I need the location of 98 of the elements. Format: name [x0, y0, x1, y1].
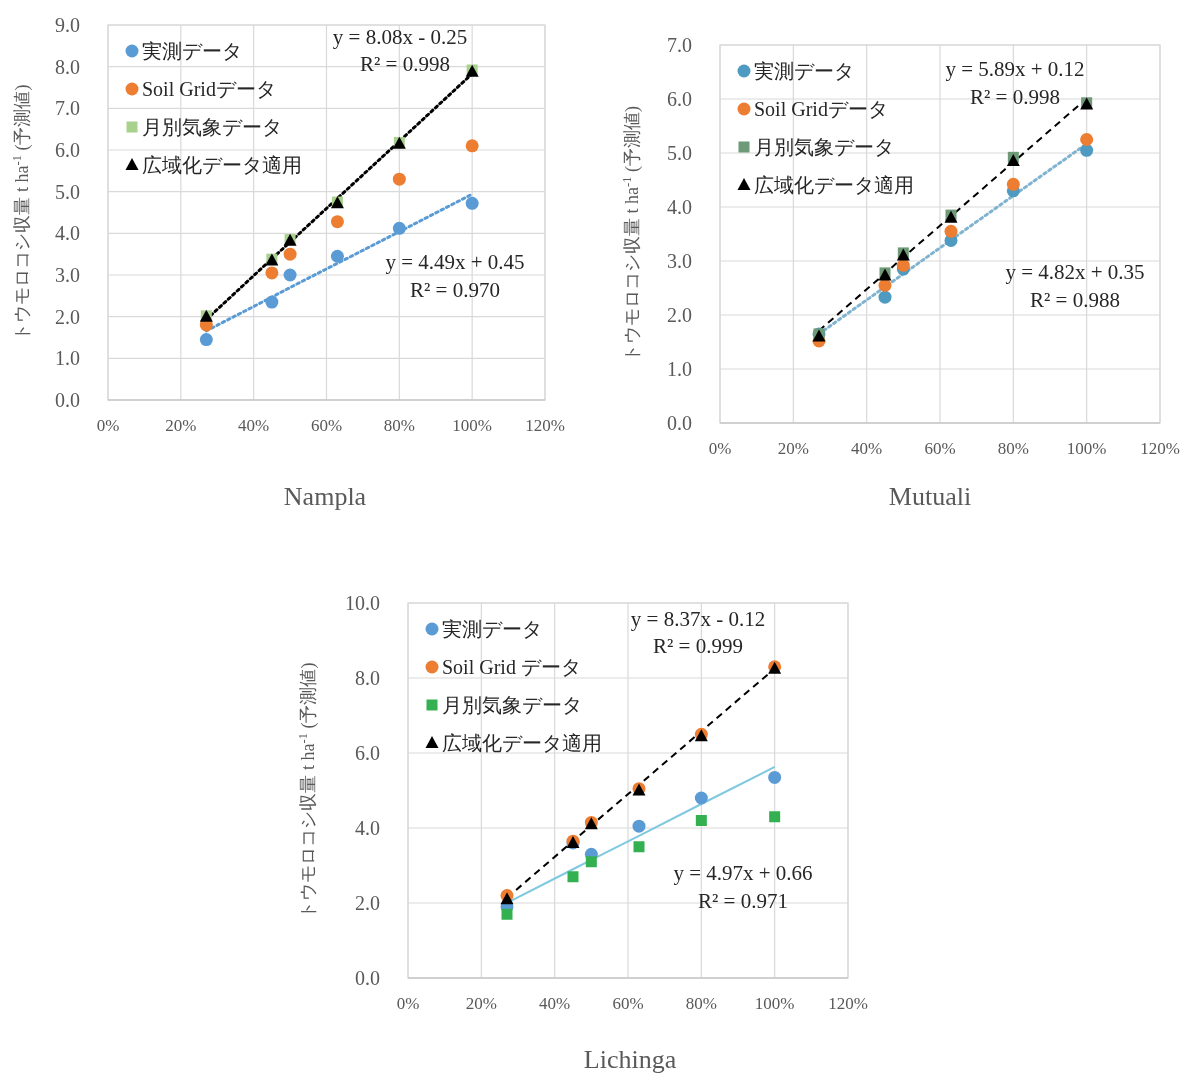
text: Nampla: [283, 482, 367, 511]
point: [501, 908, 513, 920]
point: [695, 815, 707, 826]
y-tick-label: 9.0: [55, 14, 80, 36]
y-tick-label: 3.0: [667, 250, 692, 272]
legend-label: 月別気象データ: [754, 136, 894, 158]
x-tick-label: 60%: [924, 439, 956, 458]
point: [392, 172, 406, 186]
point: [1080, 143, 1094, 157]
x-tick-label: 120%: [525, 416, 565, 435]
annotation: R² = 0.971: [698, 889, 788, 913]
point: [199, 333, 213, 347]
x-tick-label: 40%: [539, 994, 571, 1013]
point: [465, 196, 479, 210]
legend-label: Soil Gridデータ: [754, 98, 888, 120]
x-tick-label: 80%: [685, 994, 717, 1013]
point: [465, 139, 479, 153]
text: Lichinga: [583, 1045, 677, 1074]
y-tick-label: 2.0: [355, 892, 380, 914]
y-tick-label: 5.0: [667, 142, 692, 164]
point: [944, 224, 958, 238]
y-tick-label: 7.0: [55, 97, 80, 120]
legend-label: 広域化データ適用: [442, 732, 602, 754]
y-tick-label: 1.0: [55, 347, 80, 370]
legend-label: 月別気象データ: [142, 116, 282, 138]
point: [283, 247, 297, 261]
x-tick-label: 60%: [310, 416, 343, 435]
point: [1080, 133, 1094, 146]
x-tick-label: 120%: [828, 994, 868, 1013]
point: [585, 856, 597, 868]
y-tick-label: 2.0: [667, 304, 692, 326]
annotation: R² = 0.999: [653, 634, 743, 658]
y-tick-label: 6.0: [55, 139, 80, 161]
annotation: R² = 0.970: [410, 278, 500, 302]
annotation: R² = 0.998: [360, 52, 450, 76]
y-tick-label: 10.0: [345, 592, 380, 614]
point: [694, 791, 708, 805]
legend-label: 実測データ: [754, 60, 854, 82]
y-tick-label: 6.0: [355, 742, 380, 764]
point: [330, 215, 344, 229]
point: [330, 249, 344, 263]
legend-label: 広域化データ適用: [754, 174, 914, 196]
x-tick-label: 40%: [851, 439, 883, 458]
annotation: y = 5.89x + 0.12: [945, 57, 1085, 81]
point: [265, 295, 279, 309]
annotation: y = 4.49x + 0.45: [385, 250, 525, 274]
y-tick-label: 6.0: [667, 88, 692, 110]
legend-label: Soil Gridデータ: [142, 78, 276, 100]
y-tick-label: 2.0: [55, 305, 80, 328]
x-tick-label: 80%: [997, 439, 1029, 458]
y-tick-label: 4.0: [55, 222, 80, 245]
x-tick-label: 20%: [465, 994, 497, 1013]
legend-label: 実測データ: [142, 40, 242, 62]
point: [1006, 177, 1020, 191]
y-tick-label: 5.0: [55, 180, 80, 203]
annotation: R² = 0.998: [970, 85, 1060, 109]
annotation: y = 4.82x + 0.35: [1005, 260, 1145, 284]
x-tick-label: 40%: [238, 416, 270, 435]
x-tick-label: 100%: [1066, 439, 1107, 458]
x-tick-label: 0%: [396, 994, 420, 1013]
x-tick-label: 20%: [165, 416, 197, 435]
x-tick-label: 60%: [612, 994, 644, 1013]
legend-label: 月別気象データ: [442, 694, 582, 716]
x-tick-label: 100%: [452, 416, 492, 435]
point: [1006, 154, 1020, 167]
y-tick-label: 0.0: [667, 412, 692, 434]
annotation: y = 8.37x - 0.12: [630, 607, 766, 631]
point: [283, 268, 297, 282]
annotation: y = 4.97x + 0.66: [673, 861, 813, 885]
point: [769, 811, 781, 823]
legend-label: 広域化データ適用: [142, 154, 302, 176]
point: [567, 871, 579, 883]
point: [265, 266, 279, 280]
x-tick-label: 0%: [96, 416, 120, 435]
x-tick-label: 100%: [754, 994, 795, 1013]
y-tick-label: 7.0: [667, 34, 692, 56]
legend-label: Soil Grid データ: [442, 656, 581, 678]
x-tick-label: 80%: [383, 416, 415, 435]
point: [632, 819, 646, 833]
y-tick-label: 8.0: [55, 55, 80, 78]
point: [768, 770, 782, 784]
y-tick-label: 1.0: [667, 358, 692, 380]
y-tick-label: 0.0: [355, 967, 380, 989]
legend-label: 実測データ: [442, 618, 542, 640]
y-tick-label: 4.0: [355, 817, 380, 839]
x-tick-label: 0%: [708, 439, 732, 458]
point: [633, 841, 645, 853]
x-tick-label: 20%: [777, 439, 809, 458]
annotation: R² = 0.988: [1030, 288, 1120, 312]
y-tick-label: 3.0: [55, 264, 80, 286]
point: [878, 290, 892, 304]
y-tick-label: 4.0: [667, 196, 692, 218]
y-tick-label: 0.0: [55, 389, 80, 411]
x-tick-label: 120%: [1140, 439, 1180, 458]
point: [392, 221, 406, 235]
y-tick-label: 8.0: [355, 667, 380, 689]
text: Mutuali: [888, 482, 972, 511]
annotation: y = 8.08x - 0.25: [332, 25, 468, 49]
